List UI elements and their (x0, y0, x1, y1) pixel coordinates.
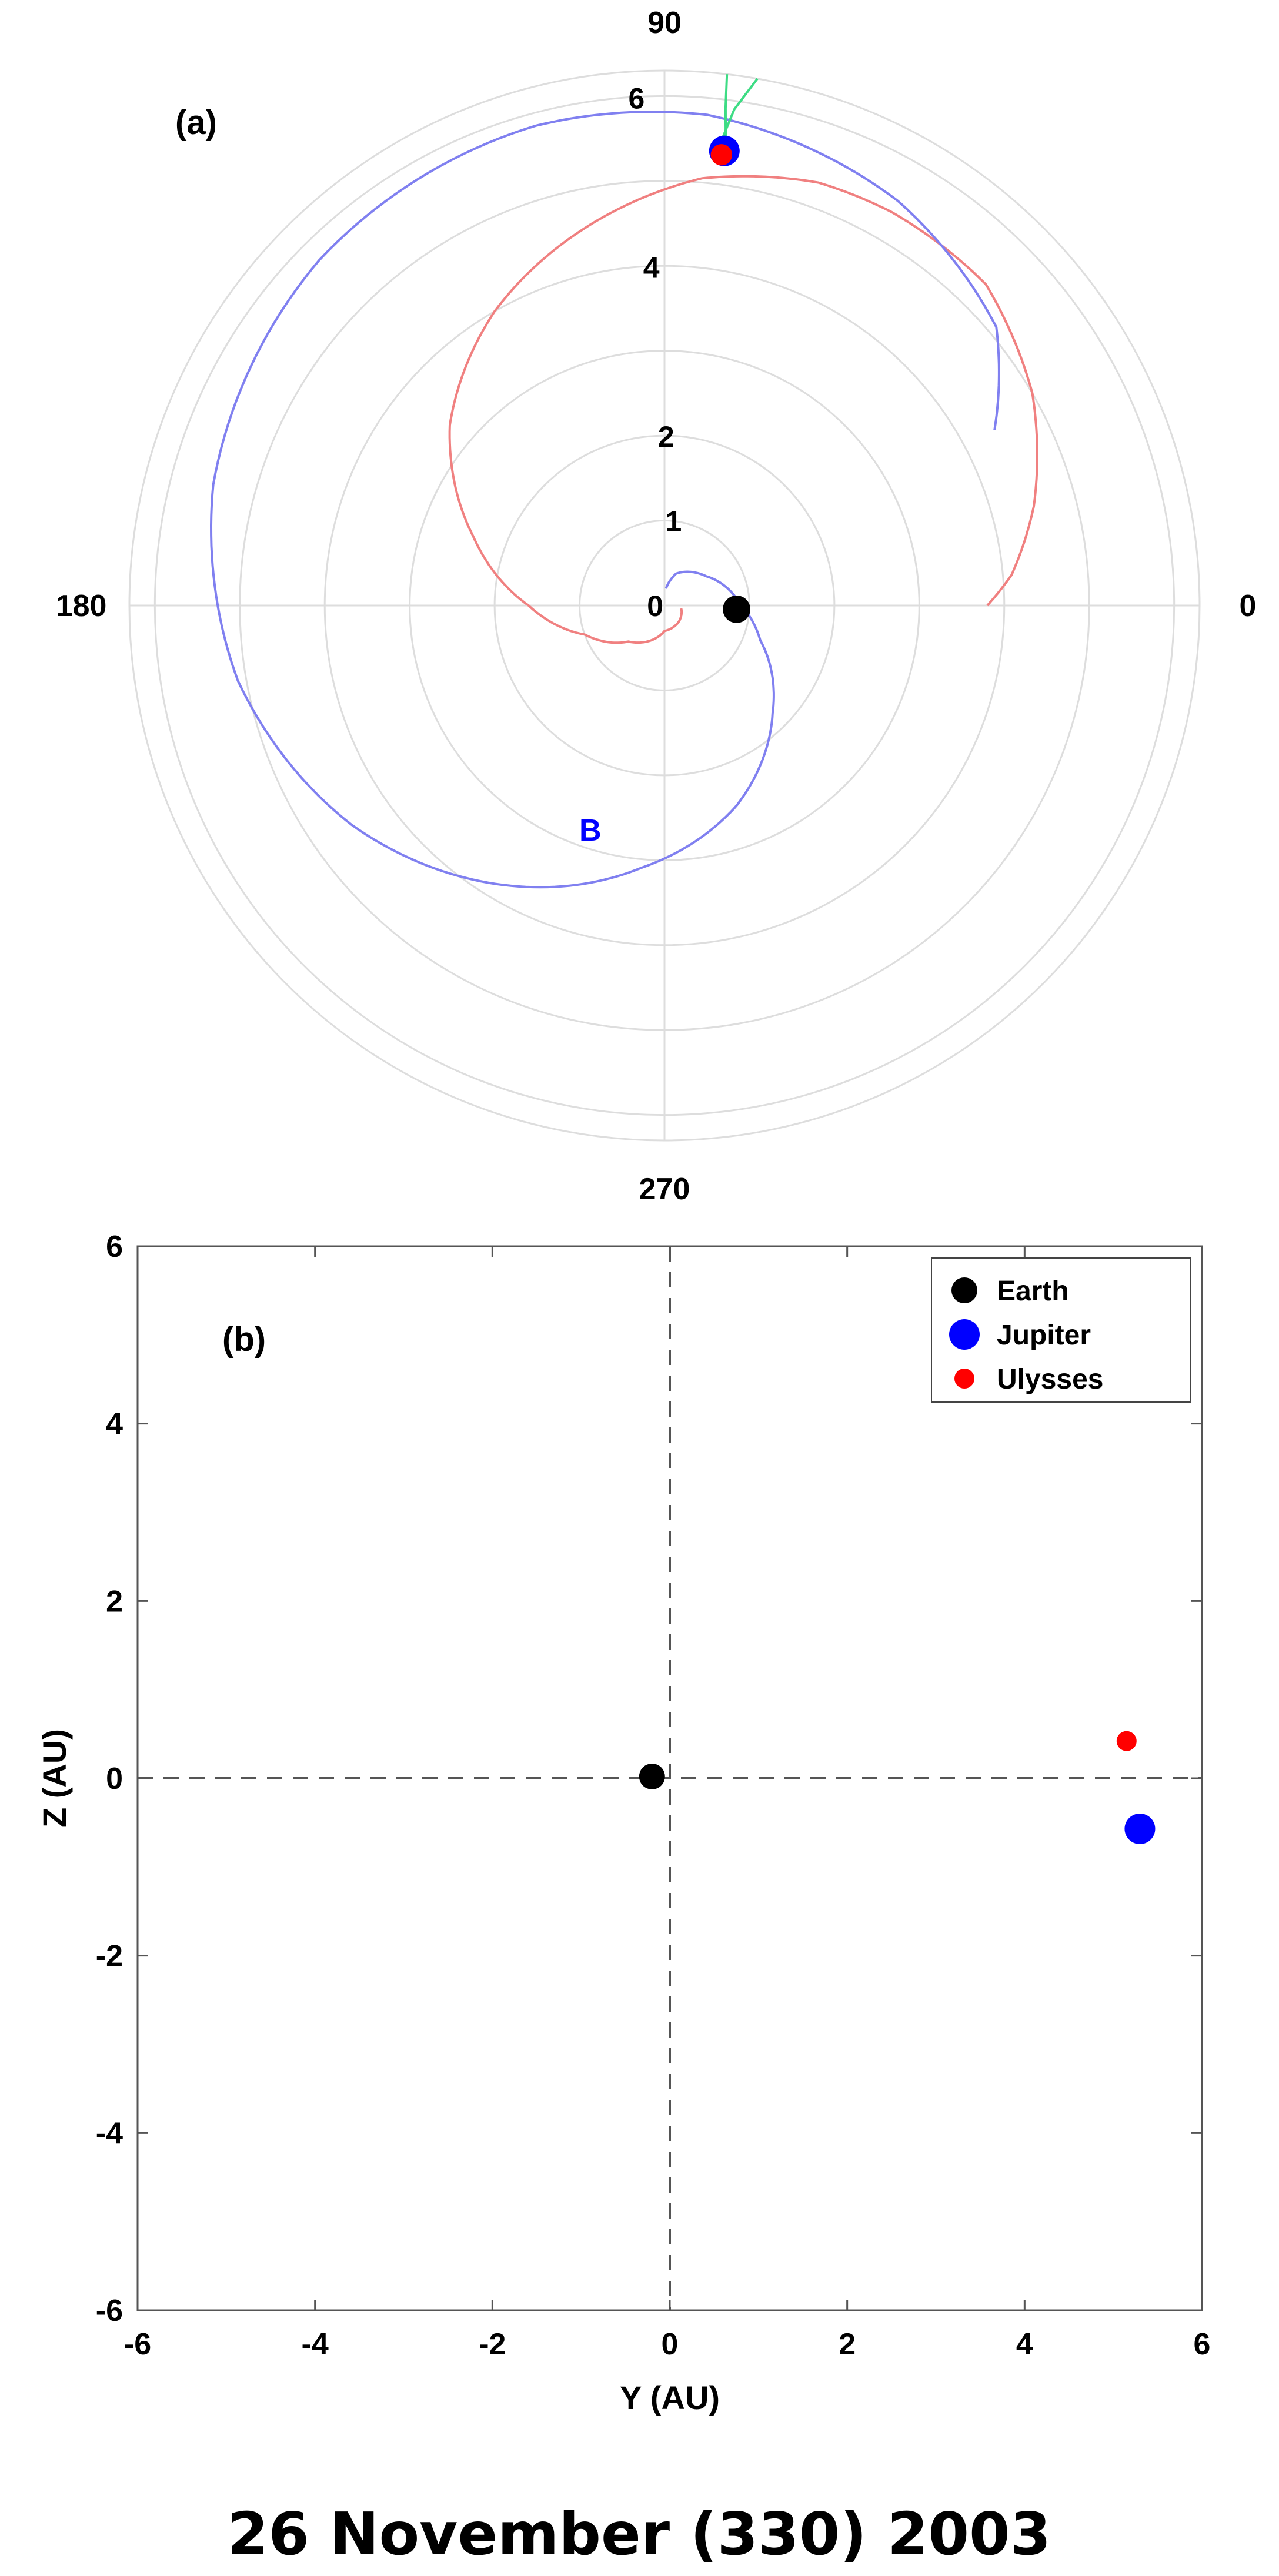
data-points (639, 1731, 1156, 1844)
legend-marker-earth (951, 1277, 977, 1303)
point-earth (639, 1763, 665, 1789)
polar-tick-labels: 0 90 180 270 0 1 2 4 6 (56, 6, 1257, 1206)
y-tick-label: -6 (96, 2294, 123, 2328)
y-tick-label: 6 (106, 1230, 123, 1264)
legend-items: Earth Jupiter Ulysses (949, 1276, 1103, 1395)
x-tick-label: -2 (479, 2327, 506, 2361)
radial-tick-label: 4 (643, 251, 660, 284)
legend-label-ulysses: Ulysses (997, 1364, 1103, 1395)
panel-label-b: (b) (222, 1320, 266, 1359)
legend-marker-ulysses (954, 1369, 974, 1389)
angle-tick-label: 180 (56, 589, 107, 623)
x-axis-label: Y (AU) (620, 2379, 720, 2416)
panel-label-a: (a) (175, 103, 217, 142)
polar-series (209, 74, 1038, 889)
polar-panel: 0 90 180 270 0 1 2 4 6 B (a) (56, 6, 1257, 1206)
x-tick-label: 0 (662, 2327, 679, 2361)
reference-lines (138, 1246, 1202, 2310)
legend: Earth Jupiter Ulysses (931, 1257, 1191, 1403)
y-tick-label: 4 (106, 1407, 123, 1441)
x-tick-label: -4 (302, 2327, 329, 2361)
y-axis-label: Z (AU) (36, 1729, 73, 1828)
legend-marker-jupiter (949, 1319, 980, 1350)
y-tick-label: -2 (96, 1939, 123, 1973)
point-ulysses (1116, 1731, 1137, 1751)
spiral-line-0 (448, 175, 1038, 644)
marker-ulysses (710, 144, 733, 166)
y-tick-label: 2 (106, 1584, 123, 1618)
polar-grid (128, 69, 1201, 1142)
radial-tick-label: 1 (666, 505, 682, 538)
spiral-line-1 (209, 111, 1000, 889)
y-tick-label: -4 (96, 2116, 123, 2150)
axis-ticks: -6 -4 -2 0 2 4 6 -6 -4 -2 0 2 4 6 (96, 1230, 1211, 2361)
angle-tick-label: 270 (639, 1172, 690, 1206)
point-jupiter (1124, 1813, 1156, 1844)
radial-tick-label: 2 (658, 420, 674, 453)
angle-tick-label: 90 (647, 6, 682, 40)
legend-label-jupiter: Jupiter (997, 1320, 1091, 1351)
x-tick-label: 4 (1016, 2327, 1033, 2361)
spiral-annotation-b: B (579, 814, 602, 848)
legend-label-earth: Earth (997, 1276, 1069, 1307)
caption: 26 November (330) 2003 (228, 2500, 1051, 2568)
marker-earth (723, 596, 751, 623)
angle-tick-label: 0 (1239, 589, 1256, 623)
x-tick-label: -6 (124, 2327, 151, 2361)
x-tick-label: 6 (1194, 2327, 1211, 2361)
x-tick-label: 2 (839, 2327, 856, 2361)
legend-box (931, 1257, 1191, 1403)
y-tick-label: 0 (106, 1762, 123, 1796)
scatter-panel: -6 -4 -2 0 2 4 6 -6 -4 -2 0 2 4 6 (b) Y (AU) Z (AU) E… (36, 1230, 1210, 2416)
radial-tick-label: 6 (629, 82, 645, 115)
radial-tick-label: 0 (647, 590, 663, 623)
